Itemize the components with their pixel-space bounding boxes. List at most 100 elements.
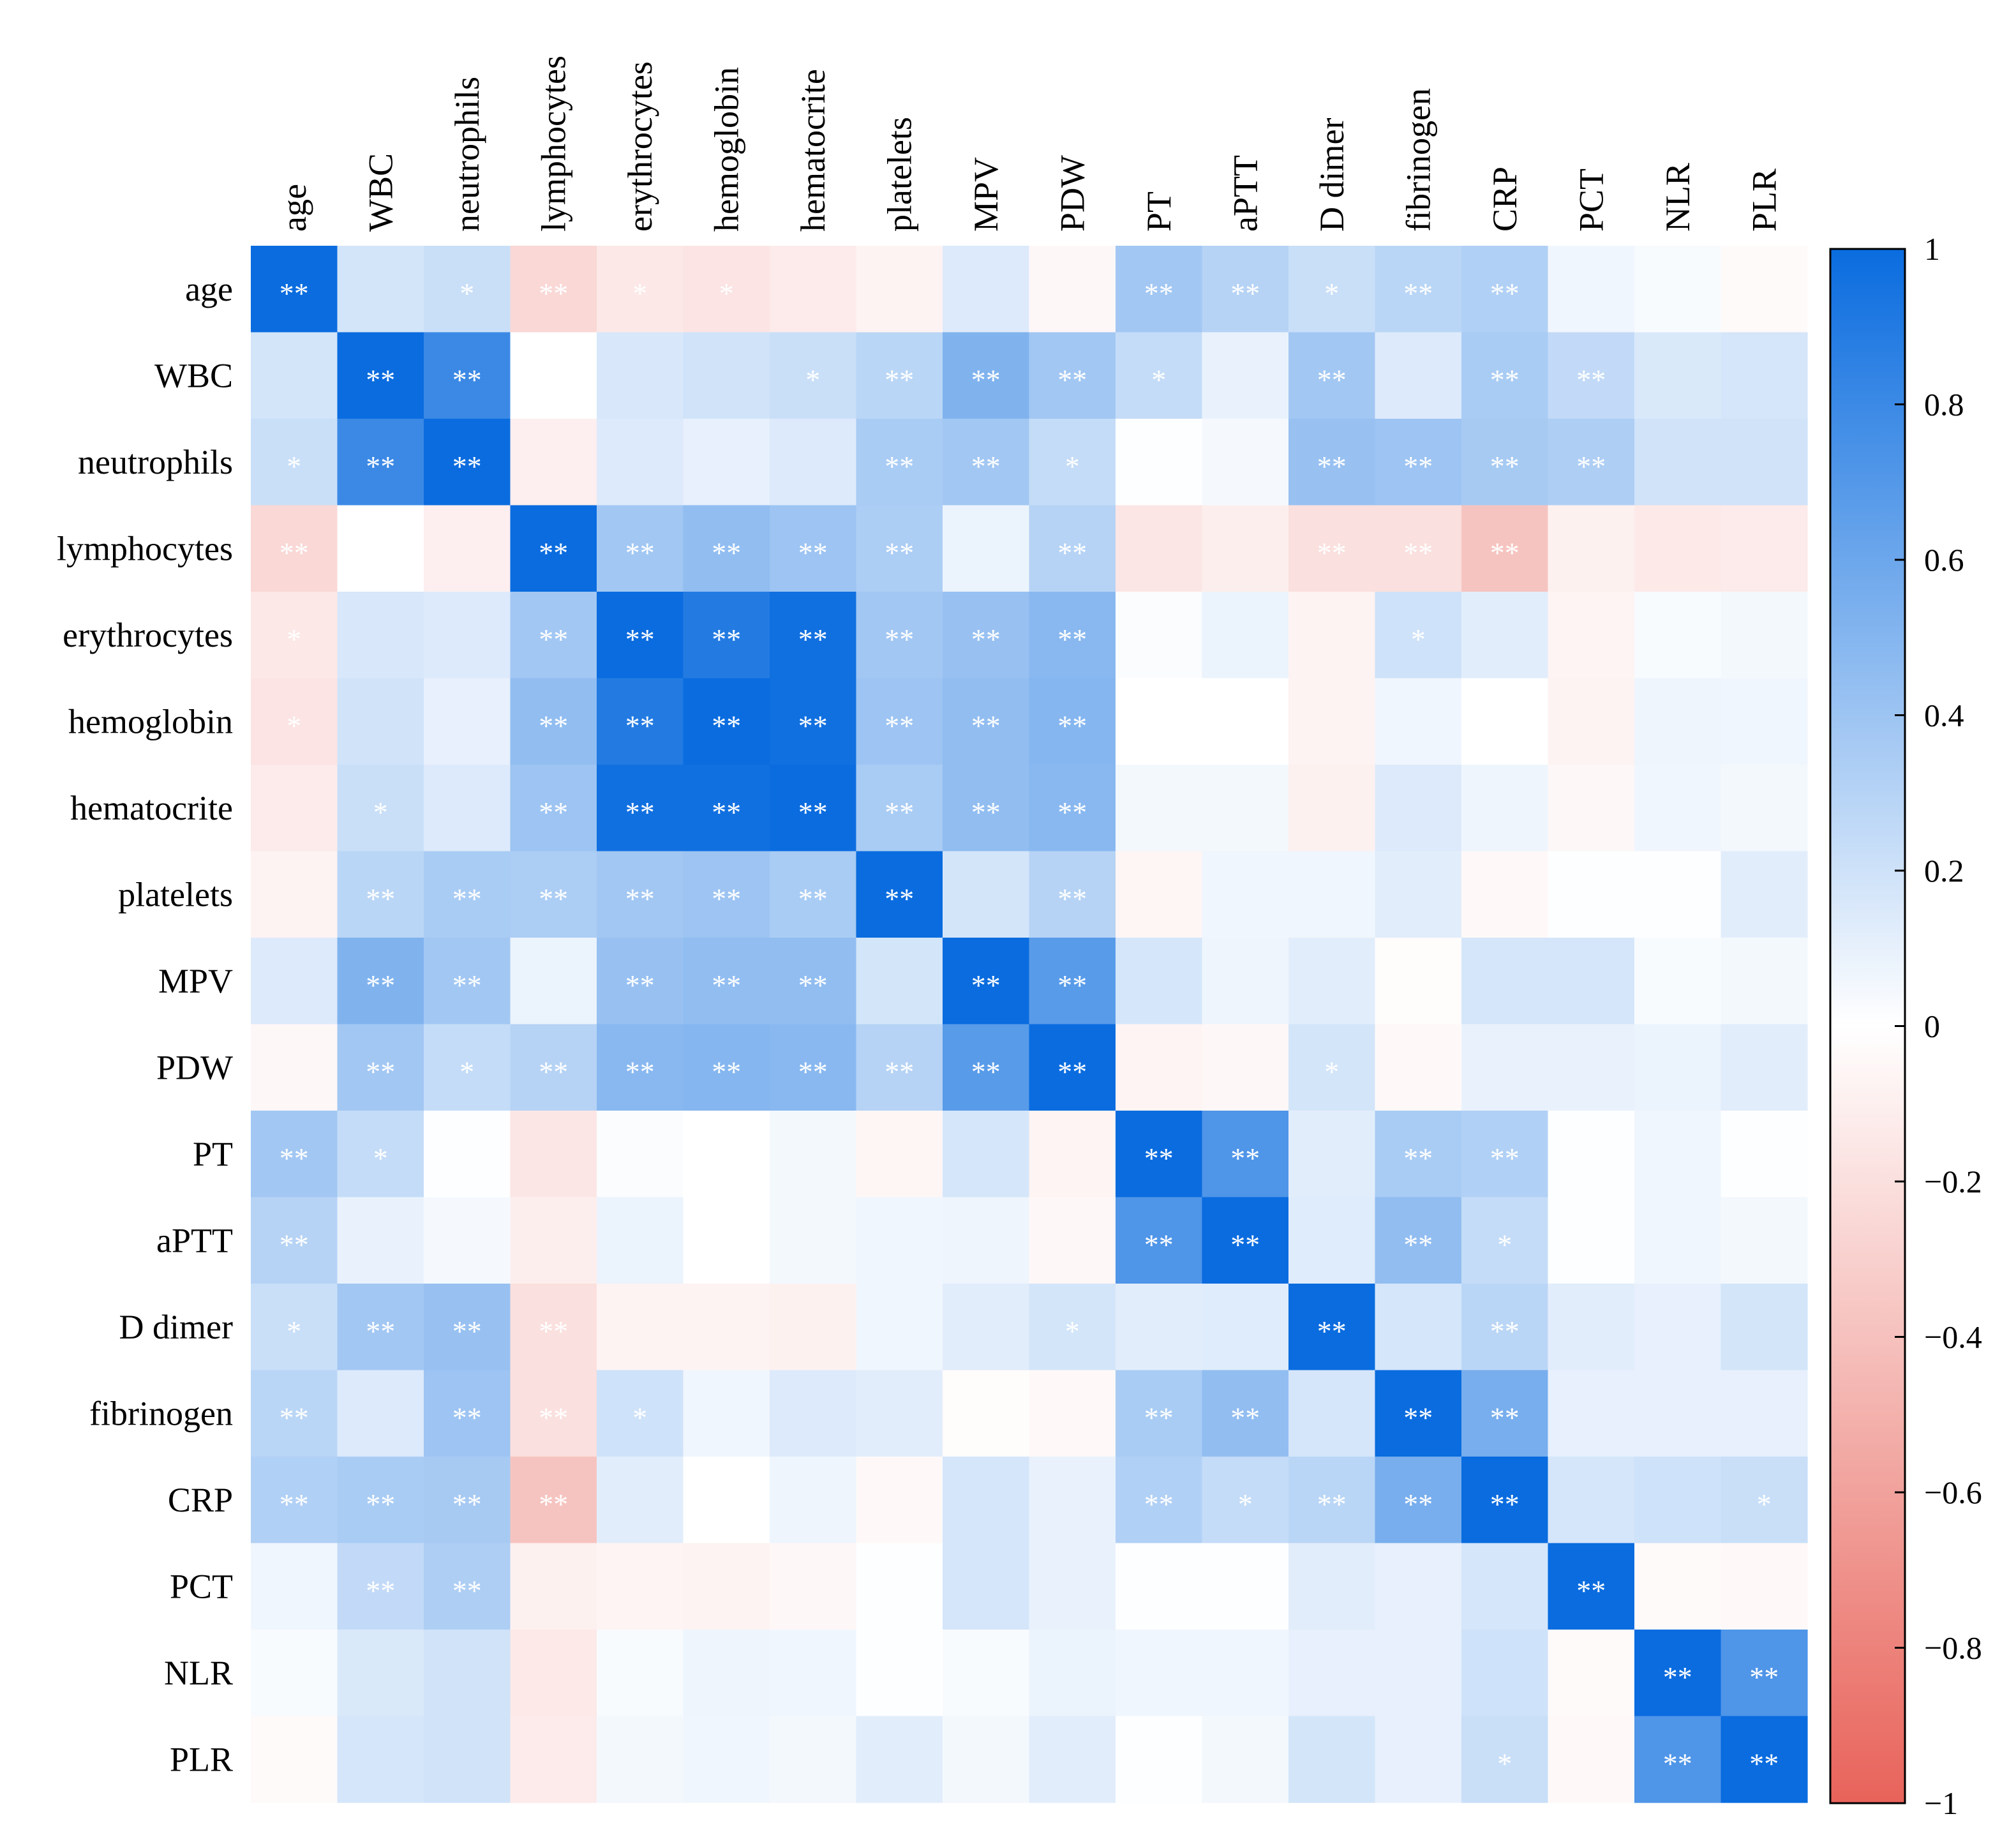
heatmap-cell bbox=[1461, 765, 1549, 852]
significance-marker: ** bbox=[885, 882, 914, 915]
heatmap-cell bbox=[1029, 246, 1116, 333]
heatmap-cell bbox=[1721, 1024, 1808, 1111]
column-label: PCT bbox=[1572, 169, 1610, 232]
heatmap-cell bbox=[683, 1716, 770, 1803]
heatmap-cell bbox=[1202, 678, 1289, 765]
significance-marker: ** bbox=[712, 1055, 741, 1088]
significance-marker: ** bbox=[1403, 277, 1433, 310]
heatmap-cell bbox=[597, 1370, 684, 1457]
heatmap-cell bbox=[1288, 1716, 1376, 1803]
heatmap-cell bbox=[1721, 505, 1808, 592]
significance-marker: * bbox=[805, 363, 820, 396]
heatmap-cell bbox=[597, 1024, 684, 1111]
heatmap-cell bbox=[1634, 505, 1722, 592]
heatmap-cell bbox=[1202, 1284, 1289, 1371]
significance-markers: ** * ** * * ** ** * ** **** ** * ** ** ** * ** ** *** ** ** *… bbox=[280, 277, 1779, 1780]
heatmap-cell bbox=[1288, 1457, 1376, 1544]
significance-marker: * bbox=[287, 450, 301, 483]
heatmap-cell bbox=[856, 1457, 943, 1544]
significance-marker: ** bbox=[1403, 1228, 1433, 1261]
heatmap-cell bbox=[337, 1716, 424, 1803]
heatmap-cell bbox=[1029, 592, 1116, 679]
heatmap-cell bbox=[856, 332, 943, 419]
heatmap-cell bbox=[1461, 332, 1549, 419]
column-label: hematocrite bbox=[794, 69, 832, 232]
heatmap-cell bbox=[597, 851, 684, 938]
significance-marker: * bbox=[1238, 1488, 1253, 1520]
heatmap-cell bbox=[251, 765, 338, 852]
heatmap-cell bbox=[1721, 1457, 1808, 1544]
significance-marker: ** bbox=[539, 1401, 568, 1434]
row-label: NLR bbox=[164, 1654, 233, 1692]
significance-marker: ** bbox=[280, 1228, 309, 1261]
colorbar-tick-label: −0.2 bbox=[1924, 1164, 1982, 1199]
significance-marker: * bbox=[1065, 1315, 1080, 1347]
significance-marker: * bbox=[1065, 450, 1080, 483]
heatmap-cell bbox=[1548, 1543, 1635, 1630]
heatmap-cell bbox=[1634, 1543, 1722, 1630]
heatmap-cell bbox=[770, 419, 857, 506]
heatmap-cell bbox=[1029, 1024, 1116, 1111]
colorbar-tick-label: −0.6 bbox=[1924, 1474, 1982, 1510]
heatmap-cell bbox=[1029, 1543, 1116, 1630]
significance-marker: ** bbox=[1403, 1142, 1433, 1174]
heatmap-cell bbox=[770, 765, 857, 852]
heatmap-cell bbox=[1202, 1543, 1289, 1630]
significance-marker: ** bbox=[1317, 1315, 1347, 1347]
heatmap-cell bbox=[856, 851, 943, 938]
significance-marker: ** bbox=[1490, 1488, 1519, 1520]
significance-marker: ** bbox=[1230, 1142, 1260, 1174]
heatmap-cell bbox=[1116, 592, 1203, 679]
heatmap-cell bbox=[597, 332, 684, 419]
heatmap-cell bbox=[770, 678, 857, 765]
heatmap-cell bbox=[1375, 592, 1462, 679]
heatmap-cell bbox=[770, 1630, 857, 1717]
heatmap-cell bbox=[770, 1370, 857, 1457]
column-label: NLR bbox=[1659, 163, 1697, 232]
significance-marker: ** bbox=[885, 796, 914, 829]
heatmap-cell bbox=[1634, 1716, 1722, 1803]
heatmap-cell bbox=[1029, 419, 1116, 506]
heatmap-cell bbox=[1029, 1716, 1116, 1803]
colorbar-tick-label: 0 bbox=[1924, 1008, 1940, 1044]
heatmap-cell bbox=[424, 938, 511, 1025]
heatmap-cell bbox=[1288, 1024, 1376, 1111]
significance-marker: ** bbox=[1144, 1142, 1174, 1174]
heatmap-cell bbox=[1548, 419, 1635, 506]
heatmap-cell bbox=[1634, 765, 1722, 852]
heatmap-cell bbox=[1461, 1716, 1549, 1803]
heatmap-cell bbox=[1721, 1543, 1808, 1630]
heatmap-cell bbox=[251, 1630, 338, 1717]
significance-marker: ** bbox=[539, 536, 568, 569]
significance-marker: ** bbox=[452, 450, 482, 483]
heatmap-cell bbox=[1634, 938, 1722, 1025]
significance-marker: ** bbox=[1057, 623, 1087, 656]
heatmap-cell bbox=[770, 1111, 857, 1198]
heatmap-cell bbox=[1461, 1284, 1549, 1371]
heatmap-cell bbox=[1288, 419, 1376, 506]
heatmap-cell bbox=[1288, 765, 1376, 852]
heatmap-cell bbox=[943, 678, 1030, 765]
heatmap-cell bbox=[1548, 332, 1635, 419]
significance-marker: ** bbox=[539, 796, 568, 829]
heatmap-cell bbox=[1461, 1024, 1549, 1111]
heatmap-cell bbox=[1461, 1111, 1549, 1198]
heatmap-cell bbox=[424, 419, 511, 506]
heatmap-cell bbox=[424, 246, 511, 333]
significance-marker: ** bbox=[366, 882, 395, 915]
significance-marker: ** bbox=[1749, 1747, 1779, 1780]
significance-marker: ** bbox=[1663, 1661, 1692, 1693]
significance-marker: ** bbox=[798, 1055, 828, 1088]
heatmap-cell bbox=[943, 1457, 1030, 1544]
heatmap-cell bbox=[1634, 851, 1722, 938]
heatmap-cell bbox=[1548, 1024, 1635, 1111]
significance-marker: ** bbox=[539, 277, 568, 310]
heatmap-cell bbox=[1202, 1457, 1289, 1544]
heatmap-cell bbox=[1375, 1543, 1462, 1630]
heatmap-cell bbox=[683, 1111, 770, 1198]
significance-marker: ** bbox=[971, 450, 1001, 483]
significance-marker: ** bbox=[1576, 450, 1606, 483]
column-label: PDW bbox=[1053, 155, 1091, 232]
heatmap-cell bbox=[683, 678, 770, 765]
heatmap-cell bbox=[1202, 1197, 1289, 1284]
